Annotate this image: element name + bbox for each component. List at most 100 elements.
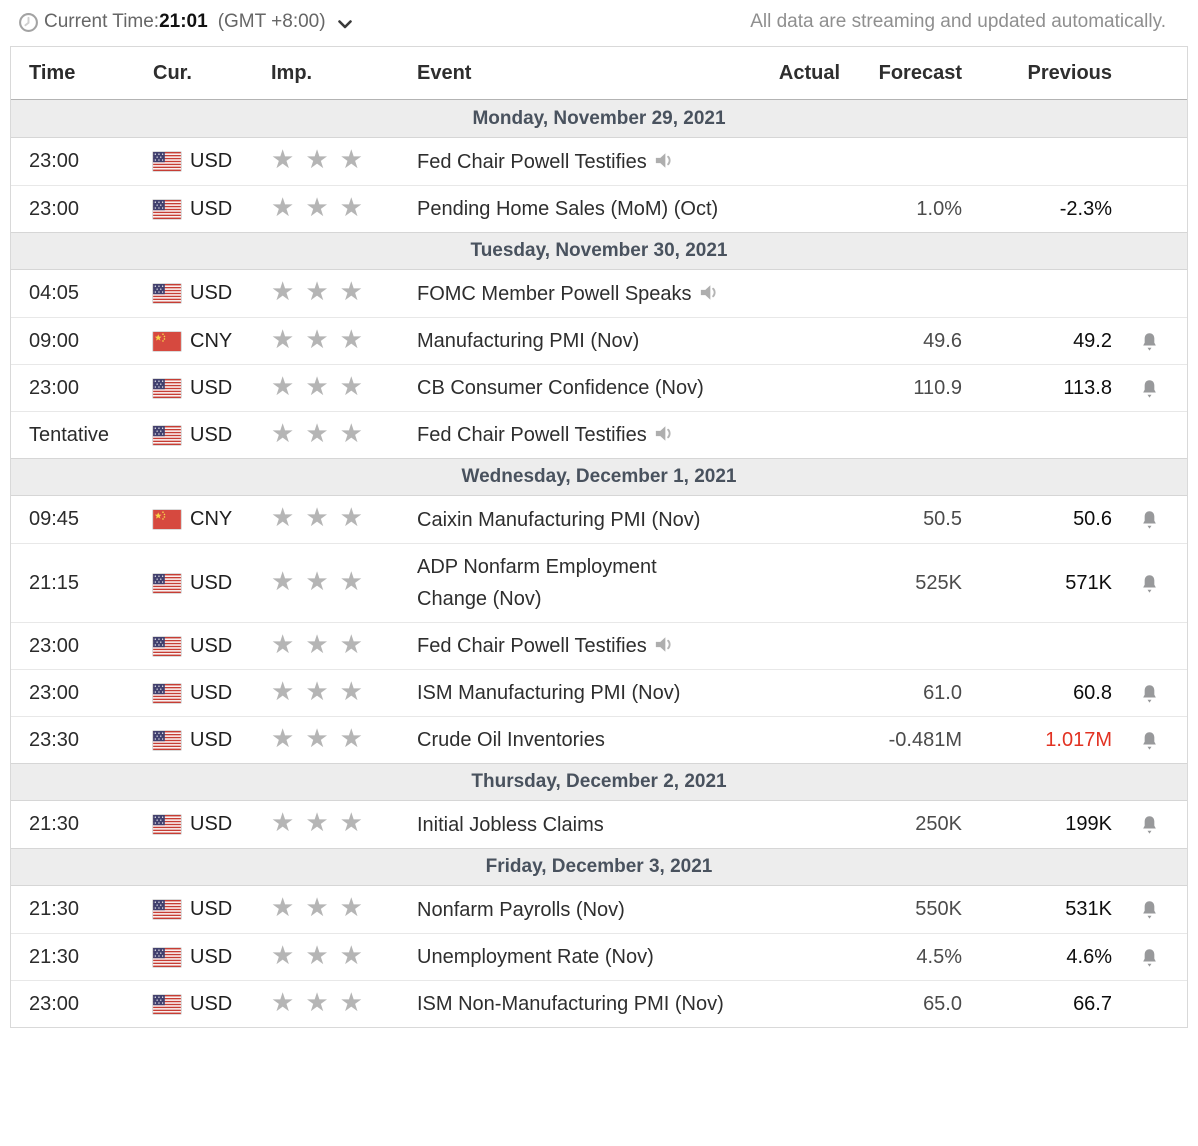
event-name[interactable]: Fed Chair Powell Testifies <box>417 424 647 446</box>
event-row[interactable]: 23:00 <box>11 138 1187 185</box>
event-row[interactable]: 09:45 <box>11 496 1187 543</box>
star-icon: ★ <box>271 722 295 753</box>
event-time: 23:00 <box>29 376 80 399</box>
currency-label: USD <box>190 423 233 446</box>
previous-value: 66.7 <box>1073 992 1112 1015</box>
event-currency: USD <box>135 417 251 454</box>
column-header-forecast: Forecast <box>878 61 962 84</box>
event-name[interactable]: Fed Chair Powell Testifies <box>417 150 647 173</box>
previous-value: 531K <box>1065 898 1112 920</box>
event-name[interactable]: FOMC Member Powell Speaks <box>417 282 692 305</box>
event-time: 21:15 <box>29 571 80 594</box>
star-icon: ★ <box>339 144 363 174</box>
event-name[interactable]: Fed Chair Powell Testifies <box>417 635 647 657</box>
bell-cell <box>1112 502 1187 537</box>
event-name[interactable]: Crude Oil Inventories <box>417 729 605 751</box>
star-icon: ★ <box>305 370 329 401</box>
event-cell: Initial Jobless Claims <box>411 802 730 848</box>
currency-label: USD <box>190 376 233 399</box>
column-header-alert <box>1112 63 1187 83</box>
day-header-label: Thursday, December 2, 2021 <box>471 771 727 792</box>
forecast-value <box>840 428 962 442</box>
currency-label: USD <box>190 813 233 835</box>
bell-icon[interactable] <box>1140 573 1159 594</box>
bell-icon[interactable] <box>1140 814 1159 835</box>
star-icon: ★ <box>305 722 329 753</box>
star-icon: ★ <box>339 807 363 837</box>
event-time: 21:30 <box>29 945 80 968</box>
bell-cell <box>1112 566 1187 601</box>
actual-value <box>730 950 840 964</box>
event-time: 09:00 <box>29 329 80 352</box>
day-header-row: Monday, November 29, 2021 <box>11 100 1187 138</box>
event-name[interactable]: Initial Jobless Claims <box>417 813 604 836</box>
event-row[interactable]: Tentative <box>11 411 1187 458</box>
event-name[interactable]: Caixin Manufacturing PMI (Nov) <box>417 508 701 531</box>
chevron-down-icon[interactable] <box>337 19 352 29</box>
event-cell: CB Consumer Confidence (Nov) <box>411 365 730 411</box>
event-time: 04:05 <box>29 282 80 304</box>
bell-cell <box>1112 371 1187 406</box>
event-name[interactable]: ISM Manufacturing PMI (Nov) <box>417 682 681 704</box>
event-row[interactable]: 21:30 <box>11 801 1187 848</box>
previous-value: 1.017M <box>1045 728 1112 751</box>
event-currency: USD <box>135 275 251 312</box>
current-time-widget[interactable]: Current Time: 21:01 (GMT +8:00) <box>18 11 352 33</box>
star-icon: ★ <box>339 722 363 753</box>
event-cell: Pending Home Sales (MoM) (Oct) <box>411 186 730 232</box>
bell-icon[interactable] <box>1140 509 1159 530</box>
event-name[interactable]: Unemployment Rate (Nov) <box>417 946 654 968</box>
bell-icon[interactable] <box>1140 947 1159 968</box>
event-row[interactable]: 21:30 <box>11 886 1187 933</box>
bell-cell <box>1112 428 1187 442</box>
event-row[interactable]: 23:00 <box>11 980 1187 1027</box>
event-name[interactable]: Nonfarm Payrolls (Nov) <box>417 898 625 921</box>
bell-icon[interactable] <box>1140 331 1159 352</box>
event-name[interactable]: CB Consumer Confidence (Nov) <box>417 377 704 399</box>
economic-calendar-table: Time Cur. Imp. Event Actual Forecast Pre… <box>10 46 1188 1028</box>
event-name[interactable]: ISM Non-Manufacturing PMI (Nov) <box>417 993 724 1015</box>
event-currency: USD <box>135 191 251 228</box>
event-row[interactable]: 23:30 <box>11 716 1187 763</box>
country-flag-icon <box>153 199 181 219</box>
event-name[interactable]: ADP Nonfarm Employment Change (Nov) <box>417 556 657 610</box>
importance-stars: ★ ★ ★ <box>251 142 411 181</box>
event-row[interactable]: 23:00 <box>11 622 1187 669</box>
event-row[interactable]: 23:00 <box>11 185 1187 232</box>
event-name[interactable]: Pending Home Sales (MoM) (Oct) <box>417 198 719 220</box>
event-row[interactable]: 04:05 <box>11 270 1187 317</box>
event-cell: ISM Manufacturing PMI (Nov) <box>411 670 730 716</box>
bell-icon[interactable] <box>1140 730 1159 751</box>
event-name[interactable]: Manufacturing PMI (Nov) <box>417 330 640 352</box>
star-icon: ★ <box>271 892 295 922</box>
star-icon: ★ <box>305 144 329 174</box>
event-row[interactable]: 21:15 <box>11 543 1187 622</box>
importance-stars: ★ ★ ★ <box>251 564 411 603</box>
event-row[interactable]: 23:00 <box>11 364 1187 411</box>
event-row[interactable]: 21:30 <box>11 933 1187 980</box>
bell-cell <box>1112 997 1187 1011</box>
bell-icon[interactable] <box>1140 378 1159 399</box>
importance-stars: ★ ★ ★ <box>251 805 411 844</box>
event-time: 23:30 <box>29 728 80 751</box>
importance-stars: ★ ★ ★ <box>251 369 411 408</box>
column-header-time: Time <box>29 61 76 84</box>
importance-stars: ★ ★ ★ <box>251 500 411 539</box>
forecast-value: 49.6 <box>923 329 962 352</box>
day-header-label: Friday, December 3, 2021 <box>485 856 713 877</box>
star-icon: ★ <box>271 370 295 401</box>
star-icon: ★ <box>271 323 295 354</box>
timezone-label: (GMT +8:00) <box>217 11 326 32</box>
bell-cell <box>1112 807 1187 842</box>
star-icon: ★ <box>339 417 363 448</box>
currency-label: USD <box>190 992 233 1015</box>
bell-icon[interactable] <box>1140 683 1159 704</box>
event-row[interactable]: 23:00 <box>11 669 1187 716</box>
previous-value <box>962 639 1112 653</box>
day-header-row: Wednesday, December 1, 2021 <box>11 458 1187 496</box>
event-row[interactable]: 09:00 <box>11 317 1187 364</box>
star-icon: ★ <box>305 807 329 837</box>
bell-cell <box>1112 723 1187 758</box>
bell-icon[interactable] <box>1140 899 1159 920</box>
star-icon: ★ <box>305 191 329 222</box>
